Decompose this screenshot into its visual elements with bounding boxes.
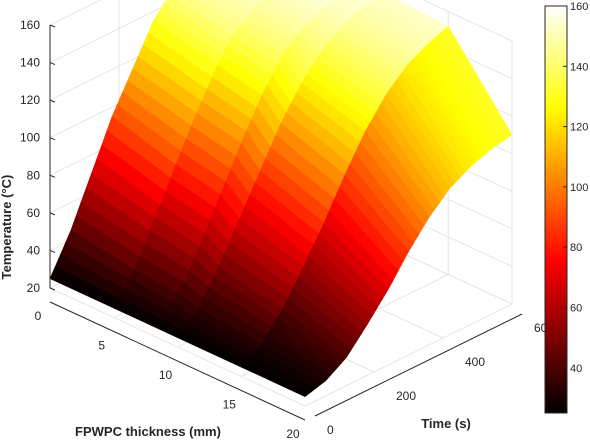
colorbar: 40 60 80 100 120 140 160: [544, 1, 588, 414]
colorbar-tick-label: 80: [570, 242, 582, 254]
grid-line: [304, 303, 513, 407]
z-tick-label: 40: [27, 243, 41, 257]
z-tick-label: 120: [20, 93, 40, 107]
y-tick-label: 0: [327, 423, 334, 437]
colorbar-tick-label: 100: [570, 182, 588, 194]
x-axis-line: [49, 301, 306, 421]
z-axis-label: Temperature (°C): [0, 175, 14, 280]
grid-line: [49, 0, 102, 26]
grid-line: [49, 287, 306, 407]
colorbar-gradient: [544, 5, 568, 414]
x-axis-label: FPWPC thickness (mm): [75, 424, 221, 439]
colorbar-tick-label: 140: [570, 61, 588, 73]
z-tick-label: 100: [20, 131, 40, 145]
y-tick-label: 400: [465, 355, 485, 369]
colorbar-tick-label: 160: [570, 1, 588, 13]
z-tick-mark: [49, 174, 56, 178]
x-tick-label: 20: [286, 427, 300, 441]
surface-patch: [251, 0, 264, 5]
x-tick-label: 0: [35, 309, 42, 323]
colorbar-tick-label: 60: [570, 302, 582, 314]
surface-plot: [49, 0, 513, 397]
z-tick-label: 140: [20, 56, 40, 70]
x-tick-label: 10: [159, 368, 173, 382]
z-tick-label: 160: [20, 18, 40, 32]
z-tick-label: 80: [27, 168, 41, 182]
z-tick-mark: [49, 249, 56, 253]
colorbar-tick-label: 120: [570, 122, 588, 134]
z-tick-mark: [49, 137, 56, 141]
surface-patch: [240, 360, 311, 397]
z-tick-label: 20: [27, 281, 41, 295]
z-tick-mark: [49, 24, 56, 28]
x-tick-label: 15: [223, 398, 237, 412]
z-tick-mark: [49, 99, 56, 103]
z-tick-label: 60: [27, 206, 41, 220]
y-axis-label: Time (s): [421, 416, 471, 431]
y-axis-line: [314, 313, 523, 417]
z-tick-mark: [49, 62, 56, 66]
colorbar-ticks: 40 60 80 100 120 140 160: [563, 1, 588, 375]
grid-line: [49, 0, 179, 64]
x-tick-label: 5: [98, 339, 105, 353]
grid-line: [422, 0, 513, 42]
y-tick-label: 200: [396, 389, 416, 403]
z-tick-mark: [49, 212, 56, 216]
z-tick-mark: [49, 287, 56, 291]
colorbar-tick-label: 40: [570, 363, 582, 375]
